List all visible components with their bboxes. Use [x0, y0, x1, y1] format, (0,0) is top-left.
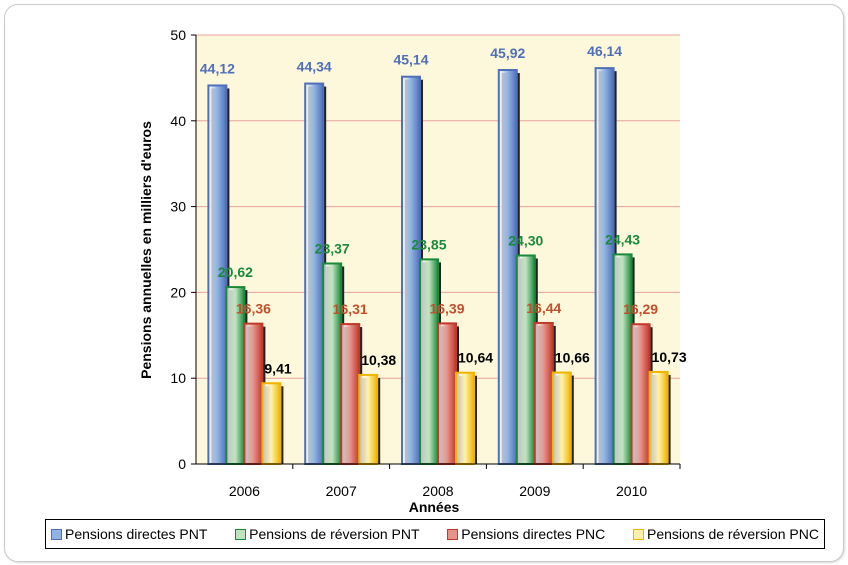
y-tick-label: 30: [170, 199, 186, 215]
bar-pensions-de-r-version-pnt-2009: [515, 254, 536, 465]
bar-chart: 0 10 20 30 40 50 2006 2007 2008 2009 2010 44,12 20…: [138, 27, 687, 515]
x-tick-label: 2010: [616, 483, 647, 499]
data-label: 20,62: [218, 264, 253, 280]
data-label: 16,39: [429, 300, 464, 316]
bar-pensions-de-r-version-pnc-2006: [261, 382, 282, 466]
bar-pensions-directes-pnt-2007: [304, 82, 325, 465]
legend-label: Pensions de réversion PNC: [646, 526, 819, 542]
data-label: 24,30: [508, 233, 543, 249]
data-label: 10,73: [652, 349, 687, 365]
bar-pensions-de-r-version-pnc-2010: [648, 370, 669, 466]
bar-pensions-de-r-version-pnt-2007: [322, 262, 343, 466]
y-tick-label: 0: [178, 456, 186, 472]
data-label: 10,38: [361, 352, 396, 368]
bar-pensions-de-r-version-pnc-2007: [358, 373, 379, 466]
bar-pensions-directes-pnc-2009: [533, 321, 554, 465]
data-label: 16,36: [236, 301, 271, 317]
legend-item: Pensions directes PNT: [51, 526, 207, 542]
data-label: 16,44: [526, 300, 561, 316]
bar-pensions-de-r-version-pnc-2009: [551, 371, 572, 465]
bar-pensions-de-r-version-pnt-2010: [612, 253, 633, 465]
y-tick-label: 40: [170, 113, 186, 129]
x-tick-label: 2009: [519, 483, 550, 499]
legend-swatch: [632, 528, 644, 540]
legend-swatch: [51, 528, 62, 540]
x-tick-label: 2006: [229, 483, 260, 499]
data-label: 23,37: [315, 240, 350, 256]
data-label: 10,66: [555, 350, 590, 366]
data-label: 24,43: [605, 231, 640, 247]
data-label: 16,29: [623, 301, 658, 317]
data-label: 23,85: [411, 236, 446, 252]
data-label: 44,34: [297, 59, 332, 75]
legend-label: Pensions de réversion PNT: [249, 526, 420, 542]
bar-pensions-de-r-version-pnt-2008: [419, 258, 439, 465]
bar-pensions-directes-pnc-2006: [243, 322, 264, 465]
y-tick-label: 20: [170, 284, 186, 300]
bar-pensions-directes-pnt-2010: [594, 67, 615, 465]
data-label: 45,92: [490, 45, 525, 61]
legend-item: Pensions directes PNC: [447, 526, 605, 542]
x-axis-title: Années: [409, 499, 460, 515]
chart-legend: Pensions directes PNT Pensions de réversi…: [45, 519, 825, 549]
legend-label: Pensions directes PNC: [461, 526, 606, 542]
bar-pensions-directes-pnc-2010: [630, 323, 651, 466]
legend-label: Pensions directes PNT: [65, 526, 208, 542]
data-label: 45,14: [393, 52, 428, 68]
bar-pensions-de-r-version-pnc-2008: [455, 371, 475, 465]
data-label: 44,12: [200, 60, 235, 76]
y-tick-label: 10: [170, 370, 186, 386]
bar-pensions-directes-pnt-2009: [497, 69, 518, 465]
legend-swatch: [447, 528, 459, 540]
bar-pensions-directes-pnc-2007: [340, 323, 361, 466]
data-label: 16,31: [333, 301, 368, 317]
y-tick-label: 50: [170, 27, 186, 43]
x-tick-label: 2007: [326, 483, 357, 499]
bar-pensions-directes-pnc-2008: [437, 322, 457, 466]
legend-item: Pensions de réversion PNT: [235, 526, 420, 542]
legend-item: Pensions de réversion PNC: [632, 526, 819, 542]
y-axis-title: Pensions annuelles en milliers d'euros: [138, 121, 154, 379]
data-label: 9,41: [264, 360, 291, 376]
data-label: 46,14: [587, 43, 622, 59]
bar-pensions-directes-pnt-2008: [401, 75, 421, 466]
x-tick-label: 2008: [422, 483, 453, 499]
data-label: 10,64: [458, 350, 493, 366]
legend-swatch: [235, 528, 247, 540]
